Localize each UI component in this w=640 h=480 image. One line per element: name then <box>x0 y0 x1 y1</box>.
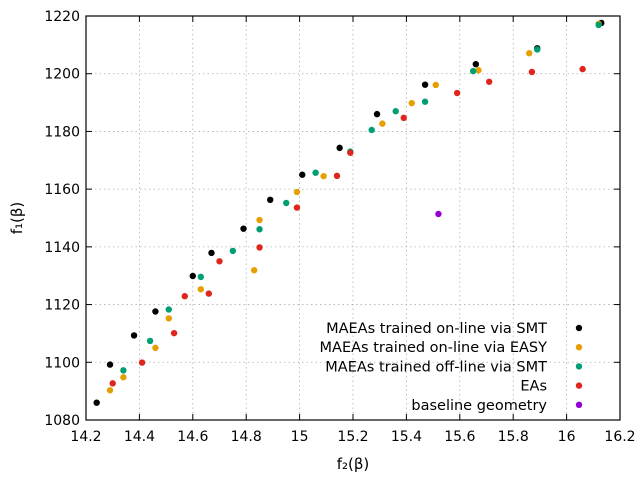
y-tick-labels: 1080 1100 1120 1140 1160 1180 1200 1220 <box>44 9 80 429</box>
point-series-0 <box>336 144 343 152</box>
point-series-1 <box>106 387 114 394</box>
legend-marker <box>575 382 583 389</box>
point-series-3 <box>400 114 407 122</box>
point-series-3 <box>181 293 188 300</box>
point-series-1 <box>152 344 159 352</box>
point-series-2 <box>469 67 477 75</box>
point-series-3 <box>528 68 536 76</box>
point-series-1 <box>526 50 533 57</box>
point-series-1 <box>320 172 327 180</box>
y-tick-label: 1080 <box>44 413 80 429</box>
point-series-1 <box>475 67 482 74</box>
point-series-3 <box>138 359 146 366</box>
x-tick-label: 15 <box>291 429 309 445</box>
point-series-1 <box>293 188 301 196</box>
point-series-1 <box>251 267 258 274</box>
x-tick-label: 14.2 <box>70 429 101 445</box>
point-series-3 <box>109 380 116 387</box>
y-axis-label: f₁(β) <box>8 202 26 235</box>
y-tick-label: 1200 <box>44 67 80 83</box>
point-series-0 <box>189 272 196 280</box>
point-series-3 <box>579 65 586 73</box>
point-series-3 <box>256 244 263 251</box>
legend-marker <box>575 401 583 408</box>
point-series-2 <box>595 21 602 29</box>
point-series-0 <box>152 308 159 315</box>
point-series-0 <box>130 332 138 339</box>
x-tick-label: 15.4 <box>391 429 422 445</box>
x-tick-label: 16 <box>558 429 576 445</box>
y-tick-label: 1160 <box>44 182 80 198</box>
x-tick-label: 15.2 <box>337 429 368 445</box>
point-series-1 <box>120 374 127 381</box>
x-tick-label: 14.4 <box>124 429 155 445</box>
y-tick-label: 1220 <box>44 9 80 25</box>
point-series-1 <box>379 120 386 127</box>
point-series-0 <box>421 81 429 88</box>
point-series-3 <box>347 149 354 156</box>
point-series-0 <box>373 110 381 118</box>
y-tick-label: 1180 <box>44 124 80 140</box>
legend: MAEAs trained on-line via SMT MAEAs train… <box>320 321 583 414</box>
point-series-1 <box>256 216 263 224</box>
point-series-1 <box>408 99 415 107</box>
point-series-3 <box>333 172 341 180</box>
legend-marker <box>575 344 583 351</box>
x-tick-labels: 14.2 14.4 14.6 14.8 15 15.2 15.4 15.6 15.8 16 16.2 <box>70 429 635 445</box>
y-tick-label: 1120 <box>44 298 80 314</box>
point-series-2 <box>312 169 319 176</box>
legend-label: MAEAs trained on-line via SMT <box>326 321 547 337</box>
point-series-2 <box>534 46 541 53</box>
point-series-2 <box>256 226 263 233</box>
point-series-3 <box>485 78 493 85</box>
point-series-4 <box>435 210 442 218</box>
point-series-2 <box>421 98 429 105</box>
x-tick-label: 15.6 <box>444 429 475 445</box>
legend-label: MAEAs trained off-line via SMT <box>325 359 547 375</box>
x-axis-label: f₂(β) <box>337 455 370 473</box>
x-tick-label: 14.6 <box>177 429 208 445</box>
point-series-0 <box>240 225 247 232</box>
grid-lines <box>86 16 620 420</box>
point-series-0 <box>299 171 306 178</box>
point-series-0 <box>93 399 100 406</box>
legend-marker <box>575 324 583 332</box>
point-series-2 <box>392 108 399 115</box>
x-tick-label: 15.8 <box>498 429 529 445</box>
x-tick-label: 16.2 <box>604 429 635 445</box>
point-series-2 <box>283 199 290 207</box>
data-points <box>93 19 605 406</box>
point-series-0 <box>267 196 274 204</box>
point-series-3 <box>293 204 301 211</box>
y-tick-label: 1100 <box>44 355 80 371</box>
legend-label: baseline geometry <box>411 398 547 414</box>
point-series-1 <box>432 81 439 89</box>
point-series-3 <box>170 329 178 337</box>
legend-label: EAs <box>520 379 547 395</box>
point-series-2 <box>229 247 237 255</box>
point-series-2 <box>165 306 172 313</box>
point-series-0 <box>106 361 114 368</box>
point-series-1 <box>165 315 172 322</box>
point-series-2 <box>197 273 205 281</box>
point-series-0 <box>472 60 480 68</box>
legend-label: MAEAs trained on-line via EASY <box>320 340 548 356</box>
point-series-0 <box>208 249 215 257</box>
legend-marker <box>575 363 583 370</box>
point-series-3 <box>216 258 223 265</box>
point-series-3 <box>205 290 213 297</box>
point-series-3 <box>453 89 461 97</box>
point-series-1 <box>197 286 205 293</box>
x-tick-label: 14.8 <box>231 429 262 445</box>
point-series-2 <box>146 337 154 345</box>
axis-ticks <box>85 15 621 421</box>
point-series-2 <box>120 367 127 374</box>
point-series-2 <box>368 126 375 134</box>
y-tick-label: 1140 <box>44 240 80 256</box>
